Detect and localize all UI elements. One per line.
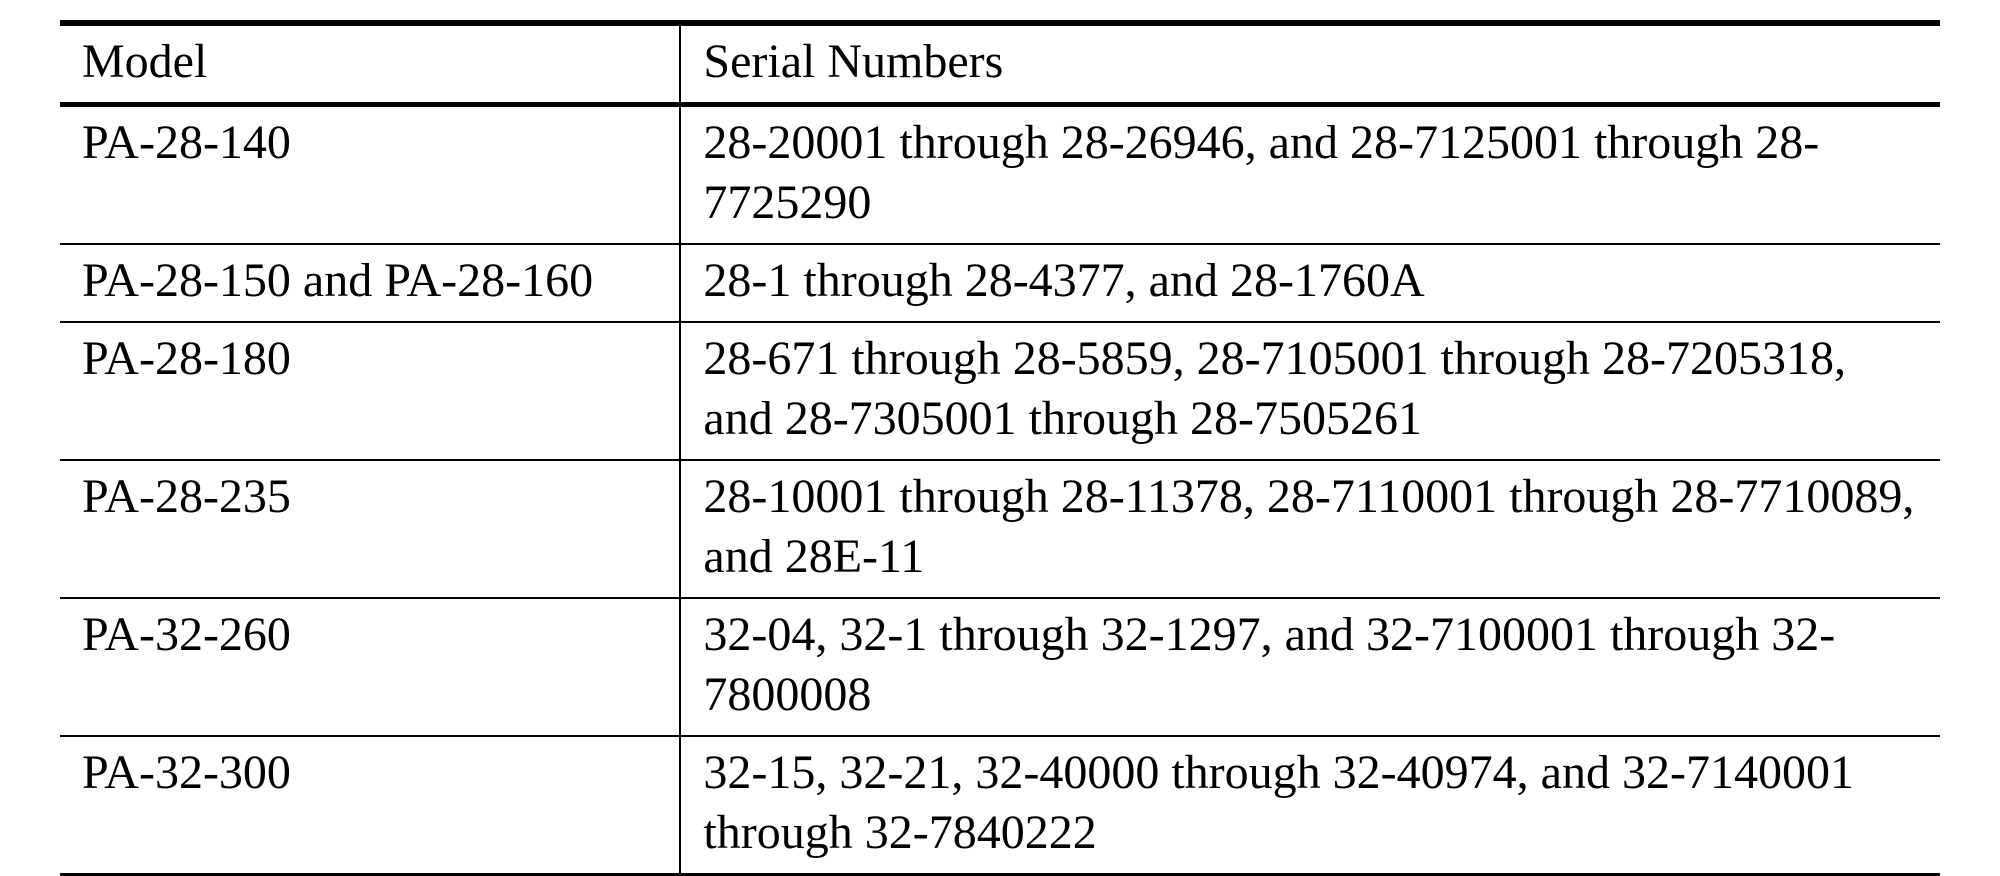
- table-row: PA-28-150 and PA-28-160 28-1 through 28-…: [60, 244, 1940, 322]
- cell-serial: 28-671 through 28-5859, 28-7105001 throu…: [680, 322, 1940, 460]
- cell-serial: 32-04, 32-1 through 32-1297, and 32-7100…: [680, 598, 1940, 736]
- cell-model: PA-28-180: [60, 322, 680, 460]
- serial-numbers-table: Model Serial Numbers PA-28-140 28-20001 …: [60, 20, 1940, 876]
- table-row: PA-28-235 28-10001 through 28-11378, 28-…: [60, 460, 1940, 598]
- column-header-serial: Serial Numbers: [680, 23, 1940, 105]
- cell-serial: 32-15, 32-21, 32-40000 through 32-40974,…: [680, 736, 1940, 875]
- table-row: PA-32-300 32-15, 32-21, 32-40000 through…: [60, 736, 1940, 875]
- page: Model Serial Numbers PA-28-140 28-20001 …: [0, 0, 2000, 811]
- cell-model: PA-28-150 and PA-28-160: [60, 244, 680, 322]
- cell-model: PA-28-140: [60, 105, 680, 245]
- cell-model: PA-32-260: [60, 598, 680, 736]
- column-header-model: Model: [60, 23, 680, 105]
- table-row: PA-32-260 32-04, 32-1 through 32-1297, a…: [60, 598, 1940, 736]
- table-row: PA-28-140 28-20001 through 28-26946, and…: [60, 105, 1940, 245]
- table-row: PA-28-180 28-671 through 28-5859, 28-710…: [60, 322, 1940, 460]
- cell-serial: 28-10001 through 28-11378, 28-7110001 th…: [680, 460, 1940, 598]
- cell-serial: 28-20001 through 28-26946, and 28-712500…: [680, 105, 1940, 245]
- cell-serial: 28-1 through 28-4377, and 28-1760A: [680, 244, 1940, 322]
- cell-model: PA-28-235: [60, 460, 680, 598]
- table-header-row: Model Serial Numbers: [60, 23, 1940, 105]
- cell-model: PA-32-300: [60, 736, 680, 875]
